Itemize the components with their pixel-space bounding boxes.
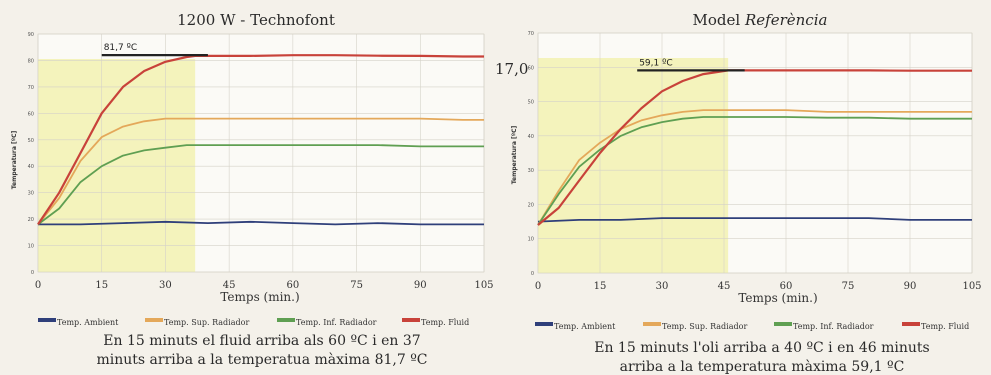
y-axis-label-right: Temperatura [ºC]: [511, 125, 518, 184]
legend-label-inf: Temp. Inf. Radiador: [793, 322, 874, 331]
legend-label-inf: Temp. Inf. Radiador: [296, 318, 377, 327]
x-tick-label: 45: [223, 280, 236, 291]
caption-right-line-1: En 15 minuts l'oli arriba a 40 ºC i en 4…: [594, 340, 929, 356]
y-tick-label: 70: [528, 31, 534, 37]
y-tick-label: 50: [528, 100, 534, 106]
y-tick-label: 10: [28, 244, 34, 250]
series-line-inf: [37, 144, 484, 226]
legend-label-sup: Temp. Sup. Radiador: [662, 322, 747, 331]
legend-label-ambient: Temp. Ambient: [57, 318, 119, 327]
y-tick-label: 40: [28, 164, 34, 170]
legend-label-fluid: Temp. Fluid: [421, 318, 469, 327]
chart-panel-left: 1200 W - Technofont 01020304050607080900…: [11, 11, 494, 368]
legend-swatch-inf: [277, 318, 295, 322]
x-tick-label: 90: [414, 280, 427, 291]
legend-right: Temp. Ambient Temp. Sup. Radiador Temp. In…: [535, 322, 969, 331]
x-tick-label: 75: [350, 280, 363, 291]
caption-right-line-2: arriba a la temperatura màxima 59,1 ºC: [620, 358, 905, 375]
y-tick-label: 90: [28, 32, 34, 38]
y-tick-label: 60: [528, 65, 534, 71]
y-tick-label: 20: [28, 217, 34, 223]
y-tick-label: 80: [28, 58, 34, 64]
y-tick-label: 50: [28, 138, 34, 144]
chart-title-left: 1200 W - Technofont: [177, 11, 335, 29]
y-tick-label: 20: [528, 202, 534, 208]
caption-left-line-2: minuts arriba a la temperatua màxima 81,…: [97, 351, 428, 368]
chart-title-right: Model Referència: [693, 11, 828, 29]
legend-swatch-ambient: [535, 322, 553, 326]
stray-overlay-text: 17,0: [495, 60, 528, 78]
y-tick-label: 0: [31, 270, 34, 276]
y-axis-label-left: Temperatura [ºC]: [11, 130, 18, 189]
legend-swatch-sup: [145, 318, 163, 322]
x-tick-label: 75: [842, 281, 855, 292]
x-tick-label: 90: [904, 281, 917, 292]
plot-area-right: 0 10 20 30 40 50 60 70 0 15 30 45 60 75 90 105 59,1 ºC: [528, 31, 982, 292]
series-line-ambient: [537, 217, 972, 223]
highlight-band: [538, 58, 729, 273]
legend-left: Temp. Ambient Temp. Sup. Radiador Temp. In…: [38, 318, 469, 327]
y-tick-label: 70: [28, 85, 34, 91]
x-tick-label: 45: [718, 281, 731, 292]
legend-swatch-inf: [774, 322, 792, 326]
x-axis-label-left: Temps (min.): [220, 290, 299, 304]
legend-swatch-ambient: [38, 318, 56, 322]
caption-left-line-1: En 15 minuts el fluid arriba als 60 ºC i…: [103, 333, 420, 349]
series-line-inf: [537, 116, 972, 226]
series-line-sup: [537, 109, 972, 226]
legend-swatch-sup: [643, 322, 661, 326]
y-tick-label: 60: [28, 111, 34, 117]
legend-label-fluid: Temp. Fluid: [921, 322, 969, 331]
y-tick-label: 0: [531, 271, 534, 277]
x-tick-label: 30: [159, 280, 172, 291]
y-tick-label: 30: [28, 191, 34, 197]
x-tick-label: 105: [474, 280, 493, 291]
series-line-fluid: [537, 69, 972, 226]
series-line-sup: [37, 117, 484, 225]
legend-label-sup: Temp. Sup. Radiador: [164, 318, 249, 327]
x-tick-label: 15: [594, 281, 607, 292]
chart-panel-right: Model Referència 0 10 20 30 40 50 60 70 0 15 30 45 6…: [511, 11, 982, 375]
x-tick-label: 0: [535, 281, 541, 292]
chart-title-right-prefix: Model: [693, 11, 745, 29]
max-temperature-label: 59,1 ºC: [639, 58, 672, 68]
x-tick-label: 30: [656, 281, 669, 292]
highlight-band: [38, 59, 196, 272]
legend-label-ambient: Temp. Ambient: [554, 322, 616, 331]
max-temperature-label: 81,7 ºC: [104, 43, 137, 53]
plot-area-left: 0 10 20 30 40 50 60 70 80 90 0 15 30 45 60 75 90 105 81,7 …: [28, 32, 494, 291]
y-tick-label: 30: [528, 168, 534, 174]
y-tick-label: 10: [528, 237, 534, 243]
legend-swatch-fluid: [402, 318, 420, 322]
x-tick-label: 60: [780, 281, 793, 292]
legend-swatch-fluid: [902, 322, 920, 326]
x-tick-label: 15: [95, 280, 108, 291]
x-tick-label: 0: [35, 280, 41, 291]
series-line-ambient: [38, 220, 484, 226]
y-tick-label: 40: [528, 134, 534, 140]
x-tick-label: 105: [962, 281, 981, 292]
chart-title-right-emph: Referència: [744, 11, 827, 29]
x-tick-label: 60: [286, 280, 299, 291]
x-axis-label-right: Temps (min.): [738, 291, 817, 305]
